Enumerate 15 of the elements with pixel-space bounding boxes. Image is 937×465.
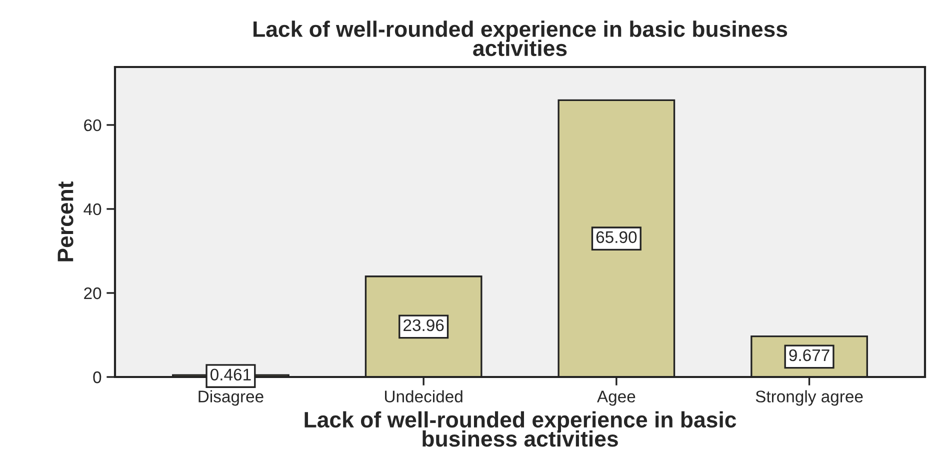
x-tick-label: Disagree [198, 390, 264, 406]
chart-title: Lack of well-rounded experience in basic business activities [254, 20, 788, 56]
x-tick-label: Undecided [385, 390, 462, 402]
x-tick-label: Agee [597, 390, 636, 406]
data-label: 65.90 [596, 231, 637, 244]
y-axis-title: Percent [58, 182, 74, 262]
x-axis-title: Lack of well-rounded experience in basic business activities [304, 411, 736, 447]
y-tick-label: 60 [84, 119, 102, 132]
y-tick-label: 20 [84, 287, 102, 300]
y-tick-label: 40 [84, 203, 102, 216]
y-tick-label: 0 [93, 371, 102, 384]
data-label: 0.461 [210, 368, 251, 381]
data-label: 9.677 [789, 349, 830, 362]
data-label: 23.96 [404, 319, 444, 332]
x-tick-label: Strongly agree [756, 390, 863, 406]
